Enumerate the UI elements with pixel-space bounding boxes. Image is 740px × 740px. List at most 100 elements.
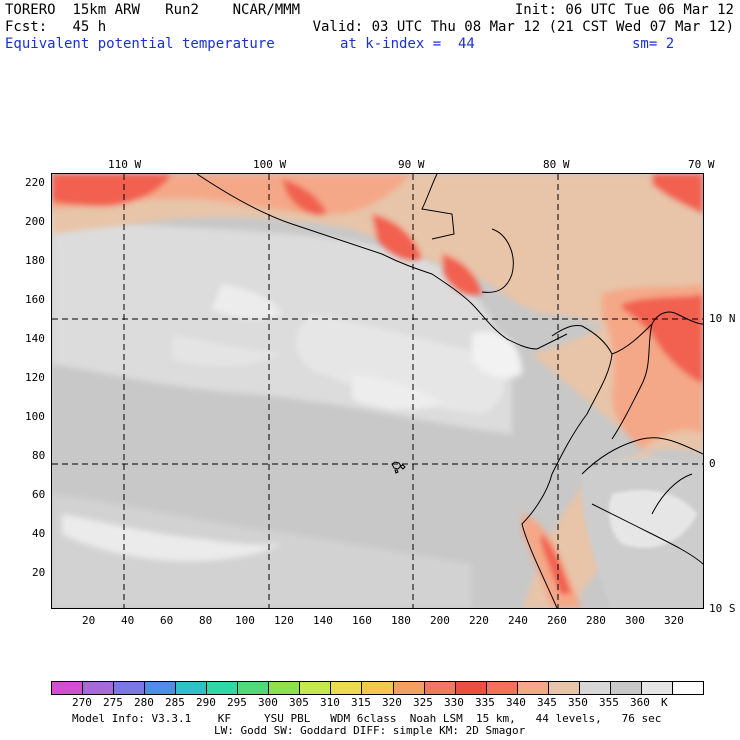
x-tick: 280 [586,614,606,627]
colorbar-swatch [144,682,176,694]
graticule [52,174,703,608]
map-canvas [52,174,703,608]
x-tick: 160 [352,614,372,627]
colorbar-swatch [206,682,238,694]
colorbar-swatch [82,682,114,694]
lon-label-100w: 100 W [253,158,287,171]
x-tick: 200 [430,614,450,627]
colorbar-swatch [578,682,610,694]
colorbar-swatch [671,682,703,694]
colorbar-label: 355 [599,696,619,709]
colorbar-swatch [361,682,393,694]
lat-label-10n: 10 N [709,312,736,325]
warm-east-region [522,284,703,608]
y-tick: 20 [32,566,46,579]
y-tick: 220 [25,176,45,189]
lon-label-90w: 90 W [398,158,425,171]
y-tick: 180 [25,254,45,267]
colorbar-label: 320 [382,696,402,709]
lat-label-10s: 10 S [709,602,736,615]
field-name: Equivalent potential temperature [5,36,275,52]
colorbar-label: 275 [103,696,123,709]
colorbar-swatch [485,682,517,694]
warm-north-band [52,174,703,344]
colorbar-swatch [392,682,424,694]
x-tick: 120 [274,614,294,627]
colorbar-label: 340 [506,696,526,709]
y-tick: 100 [25,410,45,423]
colorbar-label: 310 [320,696,340,709]
colorbar-label: 335 [475,696,495,709]
colorbar-label: 300 [258,696,278,709]
model-resolution: 15km ARW [72,2,140,18]
colorbar-label: 295 [227,696,247,709]
lon-label-80w: 80 W [543,158,570,171]
x-tick: 320 [664,614,684,627]
sa-interior [582,457,703,608]
colorbar-label: 325 [413,696,433,709]
colorbar-swatch [423,682,455,694]
run-label: Run2 [165,2,199,18]
x-tick: 100 [235,614,255,627]
colorbar-label: 345 [537,696,557,709]
valid-time: Valid: 03 UTC Thu 08 Mar 12 (21 CST Wed … [312,19,734,35]
x-tick: 300 [625,614,645,627]
colorbar-label: 270 [72,696,92,709]
colorbar-swatch [640,682,672,694]
coastlines [196,174,703,608]
colorbar-swatch [454,682,486,694]
x-tick: 80 [199,614,213,627]
model-name: TORERO [5,2,56,18]
x-tick: 240 [508,614,528,627]
colorbar-swatch [299,682,331,694]
colorbar-swatch [237,682,269,694]
colorbar-swatch [113,682,145,694]
smoothing-info: sm= 2 [632,36,675,52]
model-info-line: Model Info: V3.3.1 KF YSU PBL WDM 6class… [72,712,662,725]
x-tick: 20 [82,614,96,627]
colorbar [51,681,704,695]
x-tick: 140 [313,614,333,627]
y-tick: 200 [25,215,45,228]
x-tick: 180 [391,614,411,627]
theta-e-map [51,173,704,609]
x-tick: 40 [121,614,135,627]
colorbar-swatch [268,682,300,694]
colorbar-label: 305 [289,696,309,709]
colorbar-label: 360 [630,696,650,709]
lon-label-70w: 70 W [688,158,715,171]
y-tick: 140 [25,332,45,345]
y-tick: 60 [32,488,46,501]
x-tick: 220 [469,614,489,627]
colorbar-label: 315 [351,696,371,709]
colorbar-swatch [609,682,641,694]
colorbar-label: K [661,696,668,709]
fcst-label: Fcst: [5,19,48,35]
header-line-1: TORERO 15km ARW Run2 NCAR/MMM [5,2,300,18]
colorbar-label: 285 [165,696,185,709]
lat-label-0: 0 [709,457,716,470]
physics-info-line: LW: Godd SW: Goddard DIFF: simple KM: 2D… [214,724,526,737]
fcst-value: 45 h [72,19,107,35]
y-tick: 120 [25,371,45,384]
colorbar-swatch [516,682,548,694]
colorbar-label: 280 [134,696,154,709]
org-label: NCAR/MMM [232,2,301,18]
level-info: at k-index = 44 [340,36,475,52]
forecast-hour: Fcst: 45 h [5,19,106,35]
colorbar-label: 330 [444,696,464,709]
colorbar-swatch [175,682,207,694]
colorbar-label: 350 [568,696,588,709]
colorbar-swatch [52,682,83,694]
x-tick: 60 [160,614,174,627]
y-tick: 40 [32,527,46,540]
y-tick: 160 [25,293,45,306]
y-tick: 80 [32,449,46,462]
colorbar-cells [52,682,703,694]
init-time: Init: 06 UTC Tue 06 Mar 12 [514,2,734,18]
x-tick: 260 [547,614,567,627]
colorbar-swatch [330,682,362,694]
colorbar-label: 290 [196,696,216,709]
colorbar-swatch [547,682,579,694]
light-gray-bands [52,214,522,608]
